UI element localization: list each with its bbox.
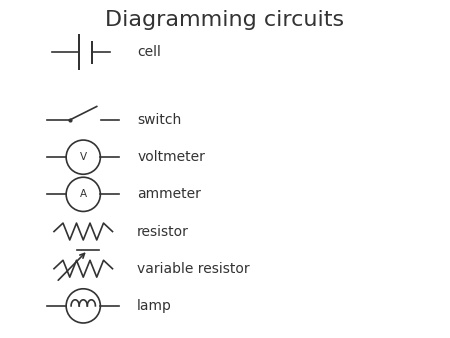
Text: lamp: lamp: [137, 299, 172, 313]
Text: V: V: [80, 152, 87, 162]
Text: switch: switch: [137, 113, 181, 127]
Text: resistor: resistor: [137, 224, 189, 239]
Text: cell: cell: [137, 45, 161, 59]
Text: A: A: [80, 189, 87, 199]
Text: ammeter: ammeter: [137, 187, 201, 201]
Text: voltmeter: voltmeter: [137, 150, 205, 164]
Text: Diagramming circuits: Diagramming circuits: [105, 10, 345, 30]
Text: variable resistor: variable resistor: [137, 262, 250, 276]
